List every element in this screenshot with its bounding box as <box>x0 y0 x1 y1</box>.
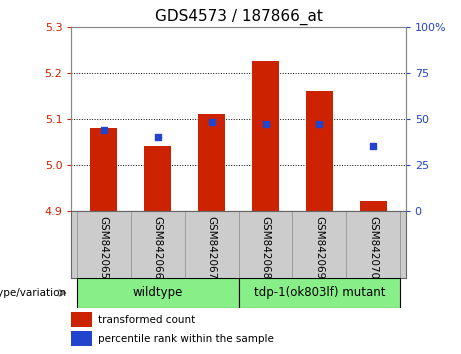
Text: transformed count: transformed count <box>98 315 195 325</box>
Bar <box>306 91 333 211</box>
Bar <box>144 146 171 211</box>
Text: GSM842068: GSM842068 <box>260 216 271 279</box>
Bar <box>252 61 279 211</box>
Text: GSM842067: GSM842067 <box>207 216 217 279</box>
Text: wildtype: wildtype <box>132 286 183 299</box>
Bar <box>71 312 91 327</box>
Text: tdp-1(ok803lf) mutant: tdp-1(ok803lf) mutant <box>254 286 385 299</box>
Text: percentile rank within the sample: percentile rank within the sample <box>98 334 274 344</box>
Title: GDS4573 / 187866_at: GDS4573 / 187866_at <box>154 9 323 25</box>
Bar <box>198 114 225 211</box>
Text: GSM842066: GSM842066 <box>153 216 163 279</box>
Text: GSM842070: GSM842070 <box>368 216 378 279</box>
Text: GSM842069: GSM842069 <box>314 216 325 279</box>
Bar <box>239 278 400 308</box>
Bar <box>90 128 117 211</box>
Text: genotype/variation: genotype/variation <box>0 288 67 298</box>
Bar <box>77 278 239 308</box>
Bar <box>71 331 91 346</box>
Text: GSM842065: GSM842065 <box>99 216 109 279</box>
Bar <box>360 201 387 211</box>
